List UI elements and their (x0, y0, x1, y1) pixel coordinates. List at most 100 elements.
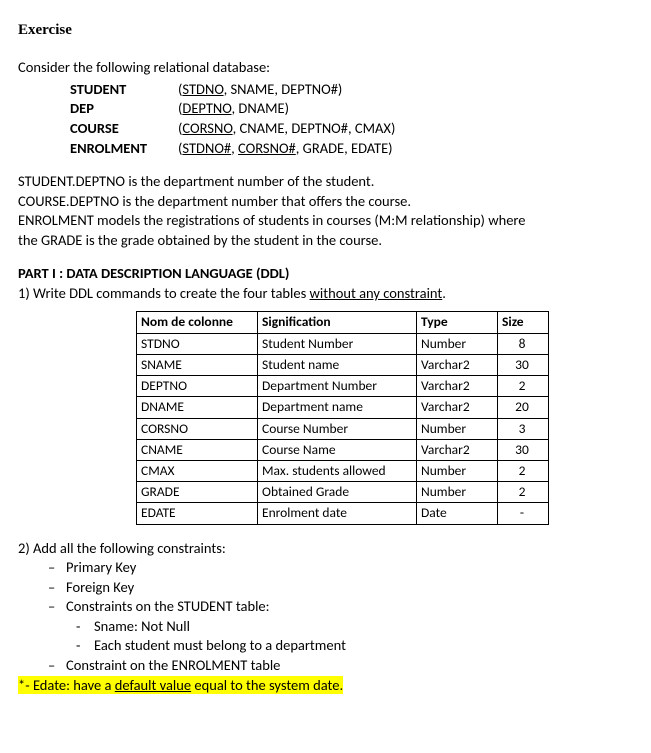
dash-icon: – (48, 578, 66, 598)
th-signification: Signification (258, 312, 417, 333)
table-cell: Varchar2 (417, 397, 498, 418)
table-row: DEPTNODepartment NumberVarchar22 (137, 376, 549, 397)
schema-block: STUDENT (STDNO, SNAME, DEPTNO#) DEP (DEP… (70, 80, 633, 158)
schema-name: ENROLMENT (70, 139, 178, 159)
intro-line: Consider the following relational databa… (18, 58, 633, 78)
table-cell: SNAME (137, 354, 258, 375)
table-cell: Varchar2 (417, 376, 498, 397)
list-item: -Each student must belong to a departmen… (76, 636, 633, 656)
list-text: Constraint on the ENROLMENT table (66, 656, 280, 676)
part1-title: PART I : DATA DESCRIPTION LANGUAGE (DDL) (18, 264, 633, 284)
table-row: SNAMEStudent nameVarchar230 (137, 354, 549, 375)
table-cell: CMAX (137, 460, 258, 481)
list-text: Sname: Not Null (94, 617, 190, 637)
table-cell: 30 (498, 439, 549, 460)
schema-row: COURSE (CORSNO, CNAME, DEPTNO#, CMAX) (70, 119, 633, 139)
table-cell: Varchar2 (417, 439, 498, 460)
dash-icon: - (76, 617, 94, 637)
dash-icon: – (48, 558, 66, 578)
schema-rest: , SNAME, DEPTNO#) (224, 80, 343, 98)
dash-icon: - (76, 636, 94, 656)
table-cell: GRADE (137, 482, 258, 503)
schema-row: DEP (DEPTNO, DNAME) (70, 99, 633, 119)
schema-attrs: (STDNO#, CORSNO#, GRADE, EDATE) (178, 139, 393, 159)
table-row: CNAMECourse NameVarchar230 (137, 439, 549, 460)
table-cell: 2 (498, 460, 549, 481)
exercise-heading: Exercise (18, 20, 633, 40)
th-size: Size (498, 312, 549, 333)
highlighted-constraint: *- Edate: have a default value equal to … (18, 676, 633, 696)
table-cell: 3 (498, 418, 549, 439)
schema-attrs: (STDNO, SNAME, DEPTNO#) (178, 80, 342, 100)
table-row: DNAMEDepartment nameVarchar220 (137, 397, 549, 418)
hl-pre: *- Edate: have a (18, 676, 115, 694)
table-cell: Number (417, 482, 498, 503)
schema-name: COURSE (70, 119, 178, 139)
schema-name: STUDENT (70, 80, 178, 100)
schema-row: STUDENT (STDNO, SNAME, DEPTNO#) (70, 80, 633, 100)
list-text: Foreign Key (66, 578, 134, 598)
column-spec-table: Nom de colonne Signification Type Size S… (136, 311, 549, 524)
question-1: 1) Write DDL commands to create the four… (18, 284, 633, 304)
q1-pre: 1) Write DDL commands to create the four… (18, 284, 310, 302)
q1-post: . (442, 284, 446, 302)
table-cell: Course Number (258, 418, 417, 439)
schema-attrs: (DEPTNO, DNAME) (178, 99, 289, 119)
schema-rest: , GRADE, EDATE) (296, 139, 393, 157)
table-row: EDATEEnrolment dateDate- (137, 503, 549, 524)
table-cell: Number (417, 460, 498, 481)
table-cell: EDATE (137, 503, 258, 524)
table-cell: DNAME (137, 397, 258, 418)
table-cell: Obtained Grade (258, 482, 417, 503)
th-name: Nom de colonne (137, 312, 258, 333)
list-text: Each student must belong to a department (94, 636, 346, 656)
table-row: GRADEObtained GradeNumber2 (137, 482, 549, 503)
schema-pk: STDNO (182, 80, 223, 98)
list-text: Primary Key (66, 558, 136, 578)
explain-line: STUDENT.DEPTNO is the department number … (18, 172, 633, 192)
table-cell: Department name (258, 397, 417, 418)
table-cell: CNAME (137, 439, 258, 460)
hl-underline: default value (115, 676, 191, 694)
table-cell: Max. students allowed (258, 460, 417, 481)
table-cell: 2 (498, 482, 549, 503)
constraints-list: –Primary Key –Foreign Key –Constraints o… (48, 558, 633, 675)
table-cell: - (498, 503, 549, 524)
explain-line: COURSE.DEPTNO is the department number t… (18, 192, 633, 212)
schema-rest: , CNAME, DEPTNO#, CMAX) (233, 119, 396, 137)
table-cell: Enrolment date (258, 503, 417, 524)
schema-pk: DEPTNO (182, 99, 231, 117)
schema-pk: STDNO# (182, 139, 231, 157)
table-cell: Number (417, 333, 498, 354)
schema-name: DEP (70, 99, 178, 119)
explain-line: the GRADE is the grade obtained by the s… (18, 231, 633, 251)
table-cell: Number (417, 418, 498, 439)
highlight: *- Edate: have a default value equal to … (18, 676, 343, 694)
dash-icon: – (48, 656, 66, 676)
table-cell: 8 (498, 333, 549, 354)
question-2: 2) Add all the following constraints: (18, 539, 633, 559)
list-item: –Constraints on the STUDENT table: (48, 597, 633, 617)
table-header-row: Nom de colonne Signification Type Size (137, 312, 549, 333)
sub-list: -Sname: Not Null -Each student must belo… (76, 617, 633, 656)
table-row: STDNOStudent NumberNumber8 (137, 333, 549, 354)
table-cell: DEPTNO (137, 376, 258, 397)
table-row: CORSNOCourse NumberNumber3 (137, 418, 549, 439)
hl-post: equal to the system date. (191, 676, 343, 694)
table-cell: Student Number (258, 333, 417, 354)
table-cell: Student name (258, 354, 417, 375)
list-item: -Sname: Not Null (76, 617, 633, 637)
table-cell: Varchar2 (417, 354, 498, 375)
schema-attrs: (CORSNO, CNAME, DEPTNO#, CMAX) (178, 119, 395, 139)
table-cell: Course Name (258, 439, 417, 460)
schema-pk: CORSNO (182, 119, 232, 137)
th-type: Type (417, 312, 498, 333)
dash-icon: – (48, 597, 66, 617)
table-cell: Date (417, 503, 498, 524)
table-cell: 2 (498, 376, 549, 397)
table-cell: 20 (498, 397, 549, 418)
schema-rest: , DNAME) (232, 99, 289, 117)
sep: , (231, 139, 238, 157)
explain-line: ENROLMENT models the registrations of st… (18, 211, 633, 231)
table-row: CMAXMax. students allowedNumber2 (137, 460, 549, 481)
